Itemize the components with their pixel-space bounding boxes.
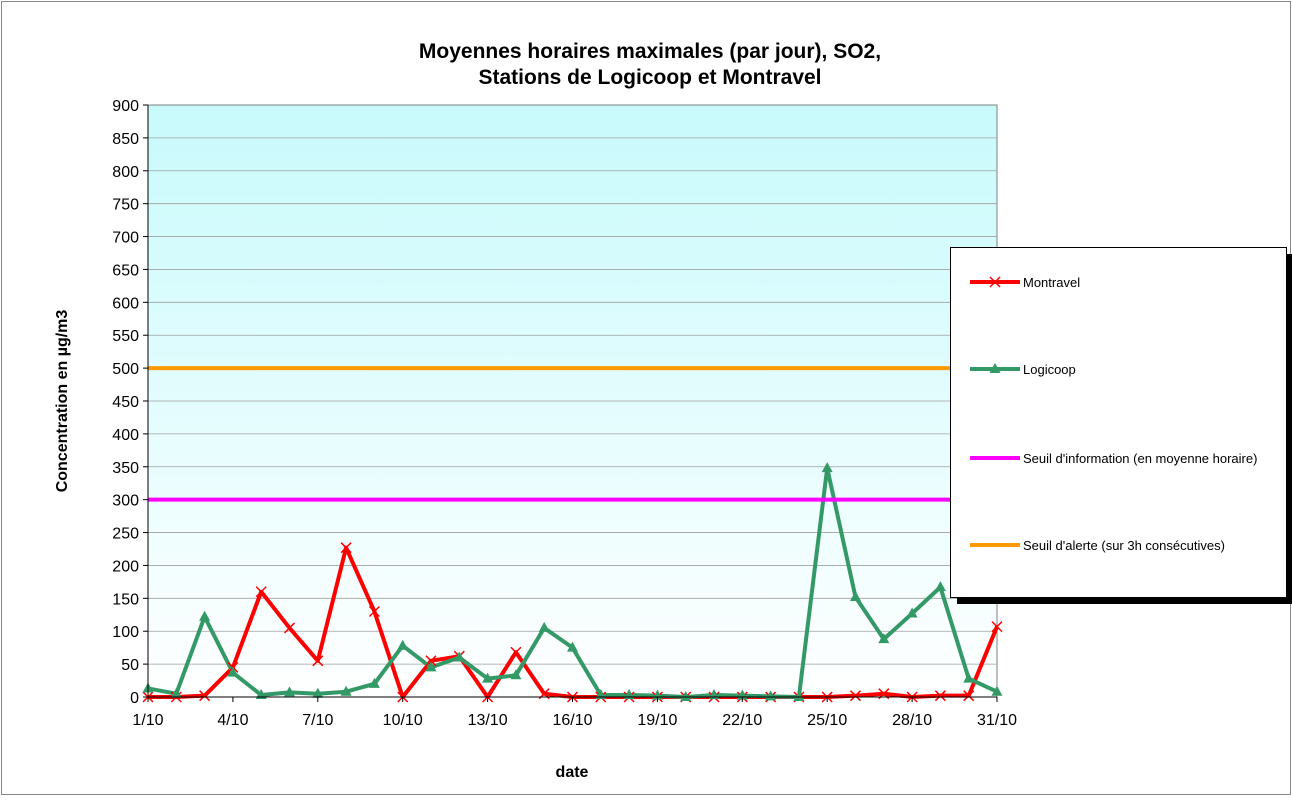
y-axis-label: Concentration en µg/m3 [54, 310, 71, 493]
marker [368, 605, 380, 618]
y-tick-label: 350 [112, 460, 139, 477]
legend [950, 247, 1287, 598]
legend-label: Montravel [1023, 275, 1080, 290]
marker [340, 542, 352, 554]
marker [284, 686, 295, 697]
marker [850, 591, 861, 602]
y-tick-label: 0 [130, 690, 139, 707]
marker [227, 666, 239, 677]
y-tick-label: 500 [112, 361, 139, 378]
y-tick-label: 600 [112, 295, 139, 312]
marker [793, 691, 805, 701]
marker [482, 672, 494, 683]
y-tick-label: 50 [121, 657, 139, 674]
marker [991, 685, 1003, 696]
marker [765, 690, 777, 701]
y-tick-label: 250 [112, 526, 139, 543]
x-tick-label: 19/10 [637, 712, 677, 729]
x-tick-label: 13/10 [468, 712, 508, 729]
marker [199, 690, 211, 702]
y-tick-label: 800 [112, 164, 139, 181]
marker [340, 685, 352, 696]
x-axis-label: date [556, 764, 589, 781]
y-tick-label: 650 [112, 262, 139, 279]
y-tick-label: 850 [112, 131, 139, 148]
marker [963, 690, 975, 702]
y-tick-label: 300 [112, 493, 139, 510]
title-line: Moyennes horaires maximales (par jour), … [419, 40, 881, 63]
x-tick-label: 25/10 [807, 712, 847, 729]
legend-label: Logicoop [1023, 362, 1076, 377]
y-tick-label: 200 [112, 558, 139, 575]
marker [934, 690, 946, 702]
marker [255, 586, 267, 598]
marker [283, 622, 296, 634]
marker [963, 672, 975, 683]
marker [199, 610, 211, 621]
x-tick-label: 10/10 [383, 712, 423, 729]
marker [989, 363, 1001, 373]
y-tick-label: 550 [112, 328, 139, 345]
x-tick-label: 7/10 [302, 712, 333, 729]
marker [538, 621, 550, 632]
marker [368, 677, 380, 688]
marker [991, 621, 1003, 633]
y-tick-label: 450 [112, 394, 139, 411]
marker [510, 669, 522, 680]
marker [821, 462, 833, 473]
legend-label: Seuil d'alerte (sur 3h consécutives) [1023, 538, 1225, 553]
marker [425, 655, 437, 667]
marker [989, 276, 1001, 288]
marker [312, 655, 324, 667]
marker [453, 651, 465, 662]
marker [425, 661, 437, 672]
marker [170, 687, 182, 698]
y-tick-label: 100 [112, 624, 139, 641]
x-tick-label: 1/10 [132, 712, 163, 729]
marker [510, 646, 522, 658]
marker [934, 581, 946, 592]
marker [680, 691, 692, 701]
marker [878, 633, 890, 644]
marker [312, 687, 324, 698]
title-line: Stations de Logicoop et Montravel [478, 66, 821, 89]
marker [397, 639, 409, 650]
x-tick-label: 16/10 [552, 712, 592, 729]
y-tick-label: 700 [112, 230, 139, 247]
y-tick-label: 400 [112, 427, 139, 444]
marker [849, 690, 862, 702]
y-tick-label: 150 [112, 591, 139, 608]
marker [906, 607, 918, 618]
marker [567, 641, 578, 652]
x-tick-label: 31/10 [977, 712, 1017, 729]
y-tick-label: 900 [112, 98, 139, 115]
x-tick-label: 22/10 [722, 712, 762, 729]
x-tick-label: 28/10 [892, 712, 932, 729]
x-tick-label: 4/10 [217, 712, 248, 729]
chart-title: Moyennes horaires maximales (par jour), … [419, 40, 881, 89]
legend-label: Seuil d'information (en moyenne horaire) [1023, 451, 1257, 466]
y-tick-label: 750 [112, 197, 139, 214]
